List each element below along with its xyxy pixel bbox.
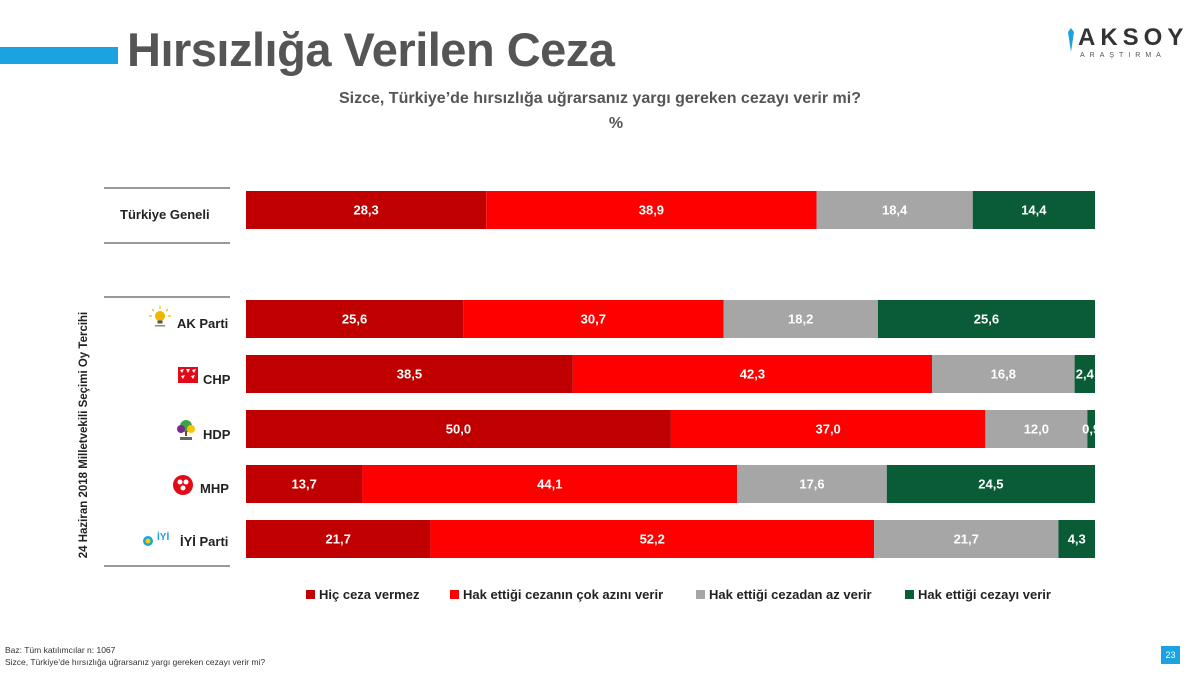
legend-item-az: Hak ettiği cezadan az verir xyxy=(696,587,872,602)
bar-segment-az xyxy=(874,520,1059,558)
legend-label-verir: Hak ettiği cezayı verir xyxy=(918,587,1051,602)
bar-segment-hic xyxy=(246,465,363,503)
logo-mark-icon xyxy=(1068,28,1074,52)
data-label-az: 21,7 xyxy=(954,532,979,547)
legend-label-cok-az: Hak ettiği cezanın çok azını verir xyxy=(463,587,664,602)
bar-segment-az xyxy=(985,410,1088,448)
data-label-cok-az: 38,9 xyxy=(639,203,664,218)
data-label-cok-az: 42,3 xyxy=(740,367,765,382)
data-label-hic: 25,6 xyxy=(342,312,367,327)
row-label-iyi: İYİ Parti xyxy=(180,534,229,549)
footnote-base: Baz: Tüm katılımcılar n: 1067 xyxy=(5,645,116,655)
bar-segment-verir xyxy=(1074,355,1095,393)
bar-segment-az xyxy=(931,355,1075,393)
row-label-mhp: MHP xyxy=(200,481,229,496)
data-label-cok-az: 52,2 xyxy=(640,532,665,547)
data-label-verir: 24,5 xyxy=(978,477,1003,492)
mhp-crescents-icon xyxy=(173,475,193,495)
bar-segment-az xyxy=(816,191,973,229)
hdp-tree-icon xyxy=(177,420,195,440)
data-label-cok-az: 44,1 xyxy=(537,477,562,492)
legend-swatch-cok-az xyxy=(450,590,459,599)
bar-segment-cok-az xyxy=(486,191,817,229)
bar-segment-hic xyxy=(246,300,464,338)
legend-label-az: Hak ettiği cezadan az verir xyxy=(709,587,872,602)
page-title: Hırsızlığa Verilen Ceza xyxy=(127,23,615,76)
bar-segment-az xyxy=(723,300,878,338)
data-label-hic: 13,7 xyxy=(292,477,317,492)
data-label-verir: 0,9 xyxy=(1082,422,1100,437)
data-label-hic: 50,0 xyxy=(446,422,471,437)
group-axis-label: 24 Haziran 2018 Milletvekili Seçimi Oy T… xyxy=(78,311,90,559)
data-label-hic: 21,7 xyxy=(326,532,351,547)
legend-label-hic: Hiç ceza vermez xyxy=(319,587,420,602)
data-label-az: 12,0 xyxy=(1024,422,1049,437)
page-number: 23 xyxy=(1161,646,1180,664)
data-label-cok-az: 30,7 xyxy=(581,312,606,327)
footnote-question: Sizce, Türkiye’de hırsızlığa uğrarsanız … xyxy=(5,657,266,667)
bar-segment-verir xyxy=(1087,410,1095,448)
title-accent-bar xyxy=(0,47,118,64)
bar-segment-cok-az xyxy=(430,520,875,558)
legend-item-cok-az: Hak ettiği cezanın çok azını verir xyxy=(450,587,663,602)
data-label-az: 18,4 xyxy=(882,203,908,218)
data-label-hic: 28,3 xyxy=(353,203,378,218)
data-label-hic: 38,5 xyxy=(397,367,422,382)
data-label-verir: 25,6 xyxy=(974,312,999,327)
chart-unit: % xyxy=(608,115,624,132)
data-label-cok-az: 37,0 xyxy=(815,422,840,437)
data-label-az: 17,6 xyxy=(799,477,824,492)
logo-wordmark: AKSOY xyxy=(1078,24,1189,51)
legend-swatch-hic xyxy=(306,590,315,599)
data-label-az: 18,2 xyxy=(788,312,813,327)
data-label-az: 16,8 xyxy=(991,367,1016,382)
row-label-turkiye: Türkiye Geneli xyxy=(120,207,210,222)
row-label-chp: CHP xyxy=(203,372,231,387)
akp-bulb-icon xyxy=(149,306,171,327)
iyi-sun-icon: İYİ xyxy=(141,531,173,551)
row-label-akp: AK Parti xyxy=(177,316,229,331)
bar-segment-hic xyxy=(246,520,431,558)
chart-question: Sizce, Türkiye’de hırsızlığa uğrarsanız … xyxy=(338,90,861,107)
bar-segment-verir xyxy=(1058,520,1095,558)
legend-item-hic: Hiç ceza vermez xyxy=(306,587,419,602)
legend-swatch-verir xyxy=(905,590,914,599)
logo-subtext: ARAŞTIRMA xyxy=(1080,52,1166,59)
chp-arrows-icon xyxy=(178,367,198,383)
bar-segment-cok-az xyxy=(572,355,932,393)
bar-segment-hic xyxy=(246,355,573,393)
data-label-verir: 14,4 xyxy=(1021,203,1047,218)
iyi-logo-text: İYİ xyxy=(157,532,170,543)
data-label-verir: 4,3 xyxy=(1068,532,1086,547)
bar-segment-verir xyxy=(972,191,1095,229)
bar-segment-cok-az xyxy=(362,465,738,503)
bar-segment-verir xyxy=(886,465,1095,503)
row-label-hdp: HDP xyxy=(203,427,231,442)
bar-segment-hic xyxy=(246,410,671,448)
data-label-verir: 2,4 xyxy=(1076,367,1095,382)
chart-legend: Hiç ceza vermez Hak ettiği cezanın çok a… xyxy=(0,587,1200,605)
legend-swatch-az xyxy=(696,590,705,599)
bar-segment-cok-az xyxy=(463,300,724,338)
bar-segment-az xyxy=(737,465,887,503)
bar-segment-cok-az xyxy=(670,410,986,448)
bar-segment-hic xyxy=(246,191,487,229)
legend-item-verir: Hak ettiği cezayı verir xyxy=(905,587,1051,602)
iyi-sun-glyph xyxy=(143,536,153,546)
brand-logo: AKSOY ARAŞTIRMA xyxy=(1064,24,1184,64)
bar-segment-verir xyxy=(877,300,1095,338)
